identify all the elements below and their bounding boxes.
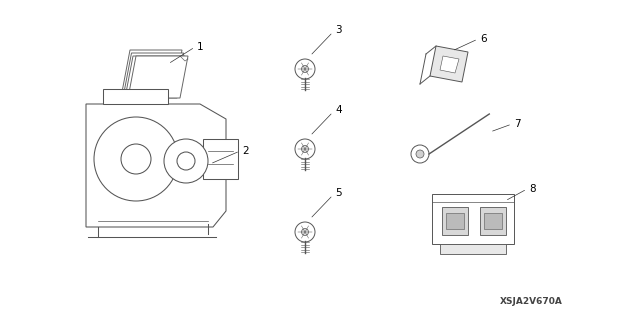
Polygon shape	[103, 89, 168, 104]
Text: 1: 1	[197, 42, 204, 52]
Text: 7: 7	[514, 119, 520, 129]
Circle shape	[121, 144, 151, 174]
Polygon shape	[484, 213, 502, 229]
Circle shape	[411, 145, 429, 163]
Text: 2: 2	[242, 146, 248, 156]
Text: 4: 4	[335, 105, 342, 115]
Polygon shape	[430, 46, 468, 82]
Polygon shape	[203, 139, 238, 179]
Polygon shape	[480, 207, 506, 235]
Text: 5: 5	[335, 188, 342, 198]
Text: XSJA2V670A: XSJA2V670A	[500, 297, 563, 306]
Polygon shape	[86, 104, 226, 227]
Polygon shape	[122, 50, 182, 92]
Circle shape	[301, 228, 308, 235]
Polygon shape	[446, 213, 464, 229]
Polygon shape	[440, 244, 506, 254]
Circle shape	[94, 117, 178, 201]
Circle shape	[301, 145, 308, 152]
Circle shape	[295, 59, 315, 79]
Text: 8: 8	[529, 184, 536, 194]
Polygon shape	[440, 56, 459, 73]
Text: 3: 3	[335, 25, 342, 35]
Circle shape	[295, 222, 315, 242]
Polygon shape	[442, 207, 468, 235]
Circle shape	[301, 65, 308, 72]
Polygon shape	[124, 53, 184, 95]
Circle shape	[295, 139, 315, 159]
Text: 6: 6	[480, 34, 486, 44]
Polygon shape	[128, 56, 188, 98]
Circle shape	[177, 152, 195, 170]
Circle shape	[416, 150, 424, 158]
Polygon shape	[432, 194, 514, 244]
Circle shape	[164, 139, 208, 183]
Polygon shape	[125, 56, 185, 98]
